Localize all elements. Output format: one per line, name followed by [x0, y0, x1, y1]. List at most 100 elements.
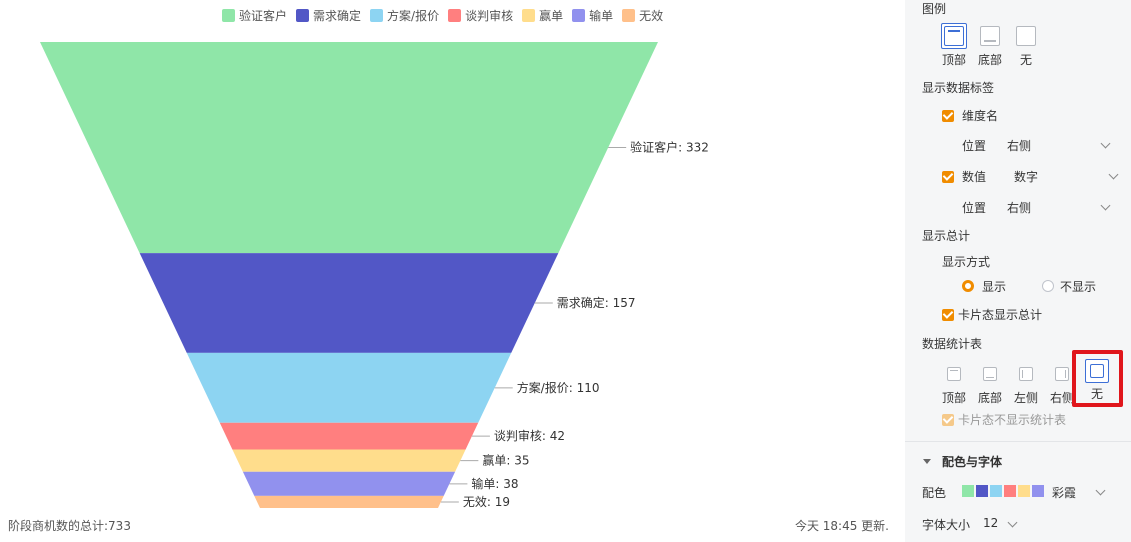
highlight-box	[1072, 350, 1123, 407]
funnel-segment[interactable]	[139, 253, 559, 353]
legend-item[interactable]: 无效	[622, 7, 663, 24]
value-label: 数值	[962, 170, 987, 184]
stats-option-bottom-label: 底部	[977, 391, 1002, 405]
funnel-data-label: 需求确定: 157	[557, 295, 636, 310]
font-size-chevron-icon[interactable]	[1007, 517, 1018, 528]
stats-option-right-label: 右侧	[1049, 391, 1074, 405]
color-font-section-title[interactable]: 配色与字体	[942, 455, 1003, 469]
card-hide-stats-checkbox[interactable]	[942, 414, 954, 426]
font-size-label: 字体大小	[922, 518, 971, 532]
card-total-checkbox[interactable]	[942, 309, 954, 321]
show-total-radio[interactable]	[962, 280, 974, 292]
hide-total-label: 不显示	[1060, 280, 1097, 294]
palette-swatch	[976, 485, 988, 497]
legend-option-bottom[interactable]: 底部	[977, 23, 1003, 68]
label-position-label: 位置	[962, 139, 987, 153]
legend-swatch	[222, 8, 235, 22]
legend-swatch	[296, 8, 310, 22]
stats-table-section-title: 数据统计表	[922, 337, 983, 351]
stats-option-left-label: 左侧	[1013, 391, 1038, 405]
collapse-triangle-icon[interactable]	[923, 459, 931, 464]
legend-label: 验证客户	[239, 8, 288, 23]
palette-chevron-icon[interactable]	[1095, 485, 1106, 496]
funnel-data-label: 无效: 19	[463, 494, 510, 509]
legend-option-none-label: 无	[1019, 53, 1032, 67]
font-size-select[interactable]: 12	[983, 516, 999, 530]
funnel-segment[interactable]	[232, 449, 466, 472]
total-summary: 阶段商机数的总计:733	[8, 519, 131, 533]
legend-item[interactable]: 谈判审核	[448, 7, 513, 24]
funnel-data-label: 输单: 38	[471, 476, 518, 491]
data-labels-section-title: 显示数据标签	[922, 81, 995, 95]
legend-label: 赢单	[539, 8, 564, 23]
value-position-chevron-icon[interactable]	[1100, 200, 1111, 211]
stats-option-none-label: 无	[1090, 387, 1103, 401]
funnel-chart: 验证客户: 332 需求确定: 157 方案/报价: 110 谈判审核: 42 赢单: …	[40, 42, 709, 509]
palette-swatch	[1032, 485, 1044, 497]
value-format-chevron-icon[interactable]	[1108, 169, 1119, 180]
value-checkbox[interactable]	[942, 171, 954, 183]
funnel-segment[interactable]	[254, 495, 444, 508]
funnel-segment[interactable]	[242, 471, 456, 496]
card-total-label: 卡片态显示总计	[958, 308, 1043, 322]
card-hide-stats-label: 卡片态不显示统计表	[958, 413, 1067, 427]
update-time: 今天 18:45 更新.	[794, 519, 889, 533]
legend-bottom-icon	[980, 26, 1000, 46]
stats-none-icon	[1090, 364, 1104, 378]
legend-section-title: 图例	[922, 2, 947, 16]
funnel-data-label: 验证客户: 332	[630, 140, 709, 155]
color-palette-preview[interactable]	[962, 485, 1046, 497]
funnel-chart-area: 验证客户 需求确定 方案/报价 谈判审核 赢单 输单 无效 验证客户: 332 需求确定: 1…	[8, 6, 889, 533]
value-position-label: 位置	[962, 201, 987, 215]
legend-swatch	[522, 8, 536, 22]
chart-legend: 验证客户 需求确定 方案/报价 谈判审核 赢单 输单 无效	[222, 6, 672, 24]
stats-left-icon	[1019, 367, 1033, 381]
funnel-data-label: 赢单: 35	[482, 453, 529, 468]
stats-option-none[interactable]: 无	[1085, 359, 1109, 402]
palette-swatch	[1018, 485, 1030, 497]
stats-option-left[interactable]: 左侧	[1013, 361, 1039, 406]
legend-label: 谈判审核	[465, 8, 514, 23]
legend-option-bottom-label: 底部	[977, 53, 1002, 67]
stats-bottom-icon	[983, 367, 997, 381]
funnel-segment[interactable]	[186, 352, 512, 423]
legend-item[interactable]: 输单	[572, 7, 613, 24]
funnel-data-label: 方案/报价: 110	[517, 380, 600, 395]
legend-swatch	[572, 8, 586, 22]
legend-option-top-label: 顶部	[941, 53, 966, 67]
legend-item[interactable]: 需求确定	[296, 7, 361, 24]
funnel-segment[interactable]	[219, 422, 479, 450]
legend-option-top[interactable]: 顶部	[941, 23, 967, 68]
stats-option-top[interactable]: 顶部	[941, 361, 967, 406]
show-total-label: 显示	[982, 280, 1007, 294]
palette-swatch	[990, 485, 1002, 497]
palette-swatch	[962, 485, 974, 497]
settings-panel: 图例 顶部 底部 无 显示数据标签 维度名 位置 右侧 数值 数字 位置 右侧 …	[905, 0, 1131, 542]
legend-label: 输单	[589, 8, 614, 23]
stats-top-icon	[947, 367, 961, 381]
palette-swatch	[1004, 485, 1016, 497]
stats-option-top-label: 顶部	[941, 391, 966, 405]
value-format-select[interactable]: 数字	[1014, 170, 1039, 184]
color-scheme-label: 配色	[922, 486, 947, 500]
stats-option-right[interactable]: 右侧	[1049, 361, 1075, 406]
legend-label: 需求确定	[313, 8, 362, 23]
section-divider	[905, 441, 1131, 442]
legend-item[interactable]: 验证客户	[222, 7, 287, 24]
legend-item[interactable]: 方案/报价	[370, 7, 439, 24]
legend-swatch	[370, 8, 384, 22]
legend-swatch	[448, 8, 462, 22]
hide-total-radio[interactable]	[1042, 280, 1054, 292]
legend-label: 无效	[639, 8, 664, 23]
label-position-chevron-icon[interactable]	[1100, 138, 1111, 149]
legend-item[interactable]: 赢单	[522, 7, 563, 24]
palette-name[interactable]: 彩霞	[1052, 486, 1077, 500]
funnel-segment[interactable]	[40, 42, 658, 254]
dimension-name-checkbox[interactable]	[942, 110, 954, 122]
legend-none-icon	[1016, 26, 1036, 46]
label-position-select[interactable]: 右侧	[1007, 139, 1032, 153]
legend-option-none[interactable]: 无	[1013, 23, 1039, 68]
value-position-select[interactable]: 右侧	[1007, 201, 1032, 215]
legend-label: 方案/报价	[387, 8, 440, 23]
stats-option-bottom[interactable]: 底部	[977, 361, 1003, 406]
